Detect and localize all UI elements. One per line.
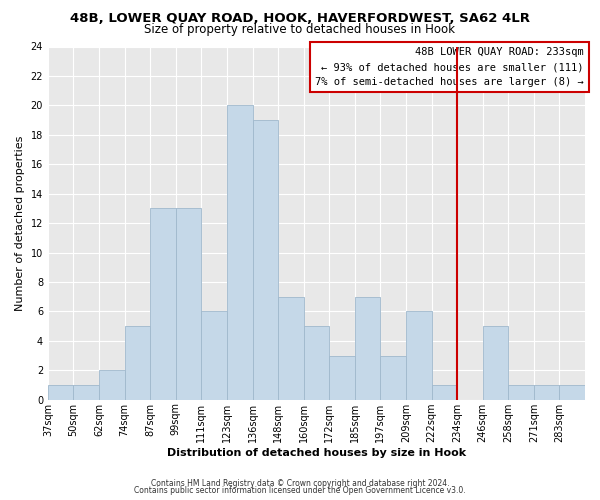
- Bar: [380, 356, 406, 400]
- Bar: [406, 312, 431, 400]
- Bar: [48, 385, 73, 400]
- Bar: [99, 370, 125, 400]
- Bar: [125, 326, 150, 400]
- Bar: [431, 385, 457, 400]
- Bar: [534, 385, 559, 400]
- Bar: [508, 385, 534, 400]
- Text: 48B, LOWER QUAY ROAD, HOOK, HAVERFORDWEST, SA62 4LR: 48B, LOWER QUAY ROAD, HOOK, HAVERFORDWES…: [70, 12, 530, 26]
- Text: 48B LOWER QUAY ROAD: 233sqm
← 93% of detached houses are smaller (111)
7% of sem: 48B LOWER QUAY ROAD: 233sqm ← 93% of det…: [315, 47, 584, 87]
- Y-axis label: Number of detached properties: Number of detached properties: [15, 136, 25, 311]
- Text: Contains public sector information licensed under the Open Government Licence v3: Contains public sector information licen…: [134, 486, 466, 495]
- Bar: [202, 312, 227, 400]
- X-axis label: Distribution of detached houses by size in Hook: Distribution of detached houses by size …: [167, 448, 466, 458]
- Bar: [227, 106, 253, 400]
- Bar: [304, 326, 329, 400]
- Bar: [150, 208, 176, 400]
- Text: Contains HM Land Registry data © Crown copyright and database right 2024.: Contains HM Land Registry data © Crown c…: [151, 478, 449, 488]
- Bar: [278, 296, 304, 400]
- Text: Size of property relative to detached houses in Hook: Size of property relative to detached ho…: [145, 22, 455, 36]
- Bar: [329, 356, 355, 400]
- Bar: [73, 385, 99, 400]
- Bar: [355, 296, 380, 400]
- Bar: [559, 385, 585, 400]
- Bar: [176, 208, 202, 400]
- Bar: [253, 120, 278, 400]
- Bar: [482, 326, 508, 400]
